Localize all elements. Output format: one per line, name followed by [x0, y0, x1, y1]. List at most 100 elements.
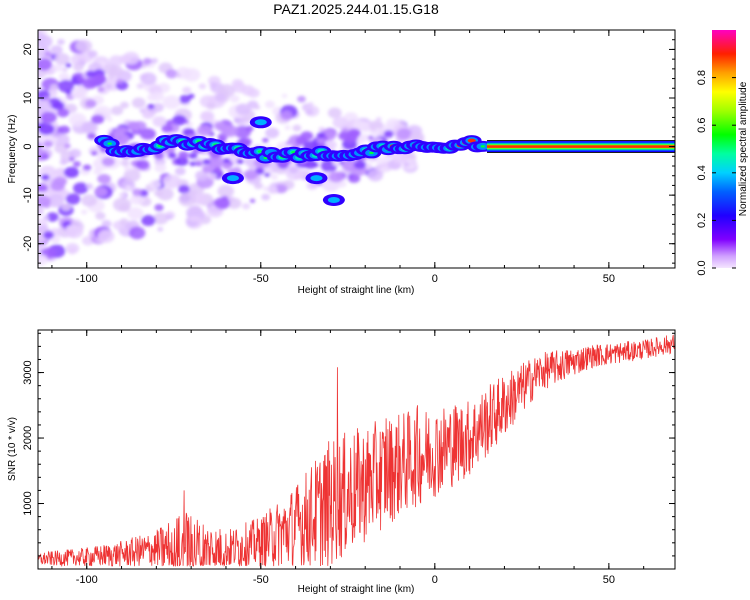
spectrogram-blob	[38, 254, 48, 266]
spectrogram-blob	[65, 89, 72, 95]
spectrogram-y-tick-label: 10	[22, 92, 34, 104]
spectrogram-blob	[46, 194, 65, 208]
spectrogram-blob	[103, 63, 118, 75]
spectrogram-blob	[236, 158, 244, 165]
spectrogram-blob	[178, 151, 189, 159]
spectrogram-blob	[43, 96, 50, 101]
spectrogram-blob	[120, 159, 130, 167]
spectrogram-blob	[165, 69, 178, 79]
spectrogram-blob	[119, 218, 129, 226]
spectrogram-blob	[172, 115, 187, 126]
spectrogram-blob	[367, 169, 384, 182]
spectrogram-blob	[388, 122, 396, 128]
spectrogram-blob	[328, 171, 344, 183]
spectrogram-blob	[65, 242, 80, 254]
spectrogram-x-label: Height of straight line (km)	[298, 285, 415, 296]
snr-y-tick-label: 3000	[22, 360, 34, 384]
spectrogram-blob	[198, 83, 207, 90]
spectrogram-blob	[72, 62, 84, 72]
spectrogram-blob	[87, 50, 98, 58]
spectrogram-blob	[101, 220, 112, 228]
spectrogram-blob	[396, 128, 412, 140]
spectrogram-blob	[123, 169, 141, 183]
spectrogram-blob	[244, 157, 256, 167]
snr-x-tick-label: -50	[253, 574, 269, 586]
spectrogram-x-tick-label: 0	[432, 273, 438, 285]
spectrogram-blob	[247, 88, 260, 98]
spectrogram-blob	[383, 130, 394, 138]
spectrogram-blob	[63, 166, 80, 178]
spectrogram-blob	[90, 150, 98, 156]
spectrogram-blob	[161, 124, 173, 133]
spectrogram-blob	[347, 174, 361, 183]
spectrogram-blob	[70, 86, 88, 100]
colorbar-gradient	[712, 30, 736, 268]
spectrogram-blob	[152, 212, 169, 225]
spectrogram-ridge-blob	[467, 138, 476, 143]
spectrogram-blob	[243, 169, 258, 180]
spectrogram-blob	[154, 163, 167, 173]
spectrogram-ridge-blob	[257, 150, 263, 153]
spectrogram-blob	[264, 100, 275, 109]
spectrogram-blob	[65, 224, 84, 239]
spectrogram-x-tick-label: -100	[76, 273, 98, 285]
spectrogram-blob	[55, 167, 67, 177]
spectrogram-blob	[68, 156, 75, 162]
spectrogram-blob	[195, 170, 209, 181]
spectrogram-blob	[50, 180, 65, 192]
snr-y-tick-label: 2000	[22, 426, 34, 450]
spectrogram-blob	[316, 132, 326, 139]
spectrogram-blob	[188, 152, 198, 159]
spectrogram-blob	[179, 94, 191, 104]
spectrogram-blob	[241, 138, 252, 146]
spectrogram-blob	[261, 193, 271, 201]
spectrogram-blob	[139, 108, 145, 113]
spectrogram-x-tick-label: 50	[603, 273, 615, 285]
spectrogram-blob	[57, 38, 65, 45]
spectrogram-blob	[202, 165, 213, 174]
colorbar-tick-label: 0.2	[696, 213, 708, 228]
spectrogram-blob	[281, 93, 288, 98]
spectrogram-blob	[208, 159, 222, 170]
spectrogram-blob	[38, 142, 44, 150]
spectrogram-blob	[147, 103, 155, 110]
spectrogram-blob	[38, 195, 51, 208]
spectrogram-blob	[149, 179, 162, 189]
spectrogram-blob	[119, 192, 126, 198]
spectrogram-blob	[379, 167, 388, 173]
snr-panel: -100 -50 0 50 1000 2000 3000 Height of straigh…	[7, 329, 676, 595]
spectrogram-blob	[54, 53, 70, 65]
spectrogram-frame	[37, 29, 676, 269]
spectrogram-blob	[127, 207, 144, 220]
spectrogram-blob	[217, 184, 235, 198]
spectrogram-blob	[127, 121, 140, 130]
spectrogram-blob	[165, 214, 173, 220]
spectrogram-blob	[136, 83, 145, 89]
spectrogram-blob	[110, 105, 124, 116]
spectrogram-blob	[344, 133, 358, 143]
spectrogram-blob	[353, 120, 365, 130]
spectrogram-blob	[94, 186, 108, 197]
spectrogram-blob	[178, 192, 197, 207]
spectrogram-blob	[142, 57, 152, 65]
spectrogram-blob	[70, 53, 87, 66]
spectrogram-blob	[64, 143, 71, 149]
spectrogram-blob	[341, 160, 358, 172]
spectrogram-blob	[62, 67, 68, 72]
spectrogram-blob	[97, 229, 115, 243]
colorbar-label: Normalized spectral amplitude	[738, 81, 749, 216]
spectrogram-blob	[135, 159, 150, 170]
spectrogram-blob	[81, 121, 99, 134]
spectrogram-feature	[327, 197, 340, 203]
spectrogram-blob	[308, 102, 314, 107]
spectrogram-y-tick-label: 0	[22, 144, 34, 150]
spectrogram-blob	[85, 183, 93, 189]
spectrogram-blob	[72, 161, 81, 168]
spectrogram-blob	[167, 152, 177, 159]
spectrogram-blob	[305, 109, 314, 115]
spectrogram-blob	[151, 58, 158, 64]
spectrogram-blob	[222, 157, 231, 163]
spectrogram-blob	[50, 45, 63, 55]
spectrogram-blob	[215, 93, 226, 102]
